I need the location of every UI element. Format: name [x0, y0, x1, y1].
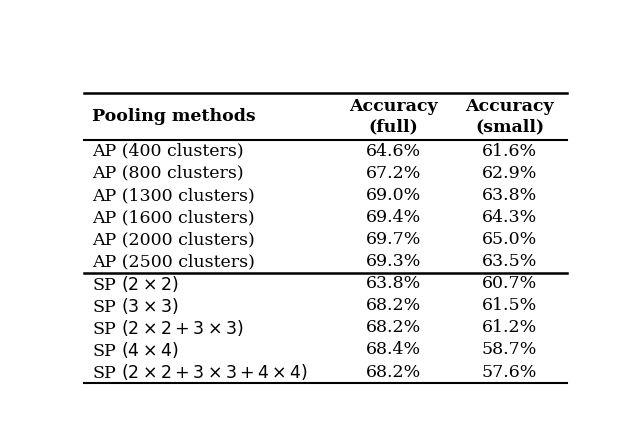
Text: 57.6%: 57.6%	[482, 364, 537, 381]
Text: 64.3%: 64.3%	[482, 209, 537, 226]
Text: 68.4%: 68.4%	[366, 342, 421, 358]
Text: 65.0%: 65.0%	[482, 231, 537, 248]
Text: 63.5%: 63.5%	[482, 253, 537, 270]
Text: AP (1600 clusters): AP (1600 clusters)	[92, 209, 254, 226]
Text: 68.2%: 68.2%	[366, 319, 421, 336]
Text: 69.4%: 69.4%	[366, 209, 421, 226]
Text: 68.2%: 68.2%	[366, 297, 421, 314]
Text: AP (2000 clusters): AP (2000 clusters)	[92, 231, 254, 248]
Text: 63.8%: 63.8%	[366, 275, 421, 292]
Text: 61.5%: 61.5%	[482, 297, 537, 314]
Text: AP (800 clusters): AP (800 clusters)	[92, 165, 244, 182]
Text: AP (2500 clusters): AP (2500 clusters)	[92, 253, 254, 270]
Text: AP (1300 clusters): AP (1300 clusters)	[92, 187, 254, 204]
Text: SP $(2 \times 2 + 3 \times 3 + 4 \times 4)$: SP $(2 \times 2 + 3 \times 3 + 4 \times …	[92, 362, 308, 382]
Text: 68.2%: 68.2%	[366, 364, 421, 381]
Text: Accuracy
(full): Accuracy (full)	[349, 99, 438, 135]
Text: SP $(3 \times 3)$: SP $(3 \times 3)$	[92, 296, 179, 316]
Text: 61.6%: 61.6%	[482, 143, 537, 160]
Text: SP $(2 \times 2 + 3 \times 3)$: SP $(2 \times 2 + 3 \times 3)$	[92, 318, 243, 338]
Text: 69.3%: 69.3%	[366, 253, 421, 270]
Text: 64.6%: 64.6%	[366, 143, 421, 160]
Text: 61.2%: 61.2%	[482, 319, 537, 336]
Text: AP (400 clusters): AP (400 clusters)	[92, 143, 244, 160]
Text: Accuracy
(small): Accuracy (small)	[465, 99, 554, 135]
Text: 63.8%: 63.8%	[482, 187, 537, 204]
Text: 67.2%: 67.2%	[366, 165, 421, 182]
Text: 69.0%: 69.0%	[366, 187, 421, 204]
Text: 60.7%: 60.7%	[482, 275, 537, 292]
Text: Pooling methods: Pooling methods	[92, 108, 256, 125]
Text: SP $(2 \times 2)$: SP $(2 \times 2)$	[92, 274, 179, 294]
Text: SP $(4 \times 4)$: SP $(4 \times 4)$	[92, 340, 179, 360]
Text: 58.7%: 58.7%	[482, 342, 537, 358]
Text: 62.9%: 62.9%	[482, 165, 537, 182]
Text: 69.7%: 69.7%	[366, 231, 421, 248]
